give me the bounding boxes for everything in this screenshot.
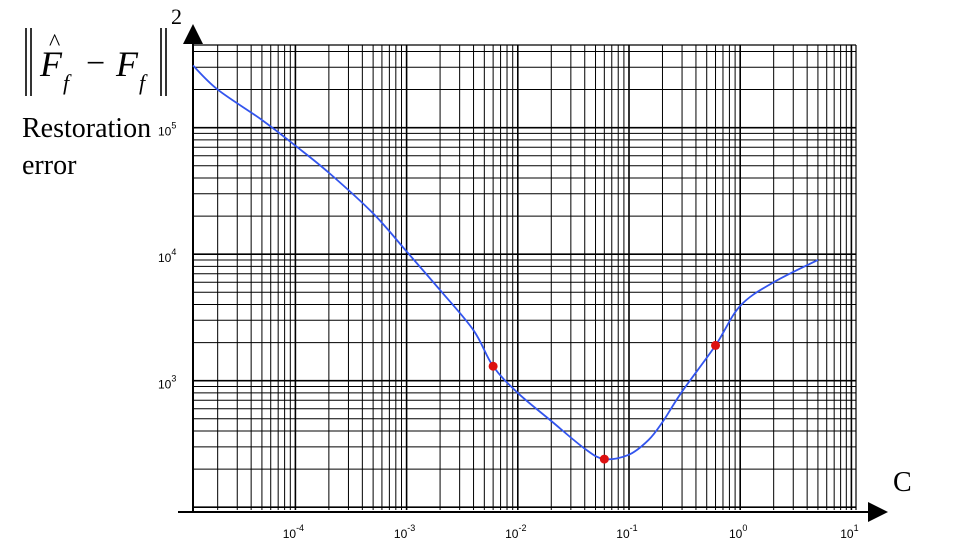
formula-sub-f-2: f [139,70,148,95]
x-tick-label: 10-3 [394,523,415,541]
formula-hat: ^ [49,30,60,56]
y-axis-label-line-2: error [22,150,77,181]
formula-sub-f-1: f [63,70,72,95]
y-tick-label: 105 [158,121,176,139]
formula-square: 2 [171,4,182,29]
axes [178,24,888,522]
series-group [192,64,819,461]
x-tick-label: 10-2 [505,523,526,541]
x-tick-label: 101 [840,523,858,541]
x-tick-labels: 10-4 10-3 10-2 10-1 100 101 [283,523,859,541]
markers-group [488,340,721,464]
y-axis-formula: F ^ f − F f 2 [25,4,182,96]
x-tick-label: 10-4 [283,523,304,541]
y-axis-label-line-1: Restoration [22,113,151,144]
formula-f-hat: F [39,44,63,84]
data-point-marker [711,340,721,350]
formula-f: F [115,44,139,84]
data-point-marker [599,454,609,464]
data-point-marker [488,361,498,371]
x-axis-label: C [893,467,912,498]
x-tick-label: 100 [729,523,747,541]
y-tick-label: 104 [158,247,176,265]
y-tick-label: 103 [158,374,176,392]
grid-lines [193,44,857,510]
x-tick-label: 10-1 [616,523,637,541]
series-line [192,64,819,461]
formula-minus: − [86,45,105,82]
y-tick-labels: 103 104 105 [158,121,176,392]
